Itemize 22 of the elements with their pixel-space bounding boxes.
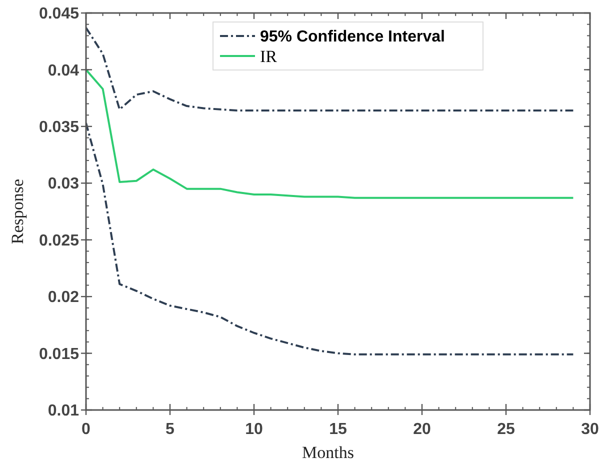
legend-label: IR [260,46,278,66]
y-tick-label: 0.045 [38,6,80,23]
x-tick-label: 10 [245,421,263,438]
y-tick-label: 0.04 [48,62,80,80]
y-tick-label: 0.035 [38,119,80,136]
x-tick-label: 30 [581,421,599,438]
y-tick-label: 0.02 [48,289,80,306]
y-tick-label: 0.025 [38,232,80,250]
y-tick-label: 0.015 [38,346,80,363]
x-tick-label: 15 [329,421,347,438]
y-tick-label: 0.01 [48,402,80,420]
x-tick-label: 20 [413,421,431,438]
y-tick-label: 0.03 [48,176,80,193]
legend-label: 95% Confidence Interval [260,28,445,46]
line-series [86,26,574,112]
x-axis-title: Months [302,443,354,462]
y-axis-title: Response [8,178,27,244]
x-tick-label: 25 [497,421,515,438]
line-series [86,122,574,356]
x-tick-label: 5 [166,421,175,438]
line-series [86,68,574,199]
x-tick-label: 0 [82,421,91,438]
